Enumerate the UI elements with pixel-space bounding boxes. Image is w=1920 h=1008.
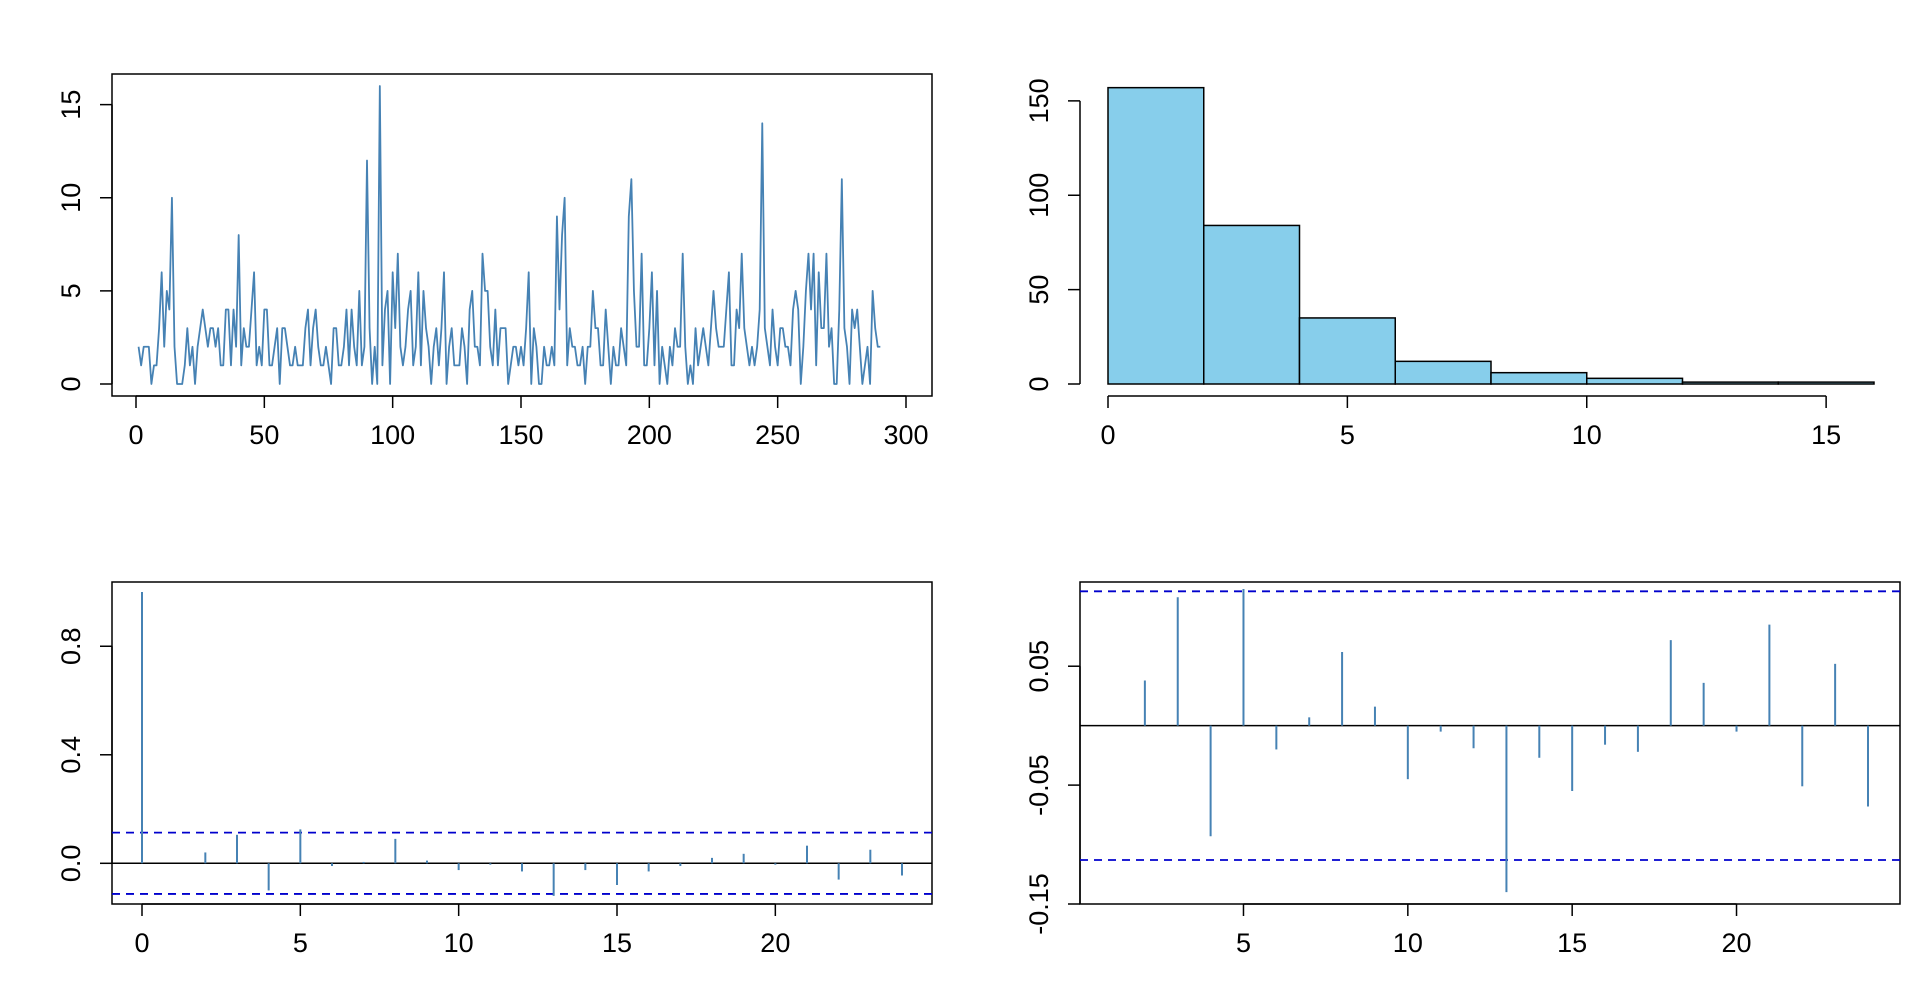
histogram-panel: 0 5 10 15 0 50 100 150 — [1024, 78, 1875, 450]
histogram-bar — [1586, 377, 1684, 385]
histogram-x-tick-label: 0 — [1100, 420, 1115, 450]
time-series-y-tick-label: 0 — [56, 376, 86, 391]
acf-marks — [112, 592, 932, 896]
histogram-bar — [1777, 381, 1875, 385]
histogram-x-tick-label: 10 — [1572, 420, 1602, 450]
acf-frame — [111, 581, 933, 905]
histogram-y-tick-label: 150 — [1024, 78, 1054, 123]
histogram-x-tick-label: 15 — [1811, 420, 1841, 450]
acf-x-tick-label: 20 — [760, 928, 790, 958]
histogram-bar — [1107, 86, 1205, 385]
histogram-y-tick-label: 50 — [1024, 275, 1054, 305]
histogram-bar — [1394, 360, 1492, 385]
acf-y-axis: 0.0 0.4 0.8 — [56, 627, 113, 883]
pacf-x-tick-label: 5 — [1236, 928, 1251, 958]
pacf-x-tick-label: 15 — [1557, 928, 1587, 958]
acf-y-tick-label: 0.8 — [56, 627, 86, 665]
time-series-y-axis: 0 5 10 15 — [56, 90, 113, 392]
histogram-y-tick-label: 0 — [1024, 376, 1054, 391]
acf-x-tick-label: 10 — [444, 928, 474, 958]
time-series-x-tick-label: 100 — [370, 420, 415, 450]
time-series-x-tick-label: 150 — [498, 420, 543, 450]
histogram-x-tick-label: 5 — [1340, 420, 1355, 450]
pacf-y-tick-label: 0.05 — [1024, 640, 1054, 693]
histogram-bar — [1203, 224, 1301, 385]
pacf-y-tick-label: -0.15 — [1024, 873, 1054, 935]
acf-y-tick-label: 0.4 — [56, 736, 86, 774]
time-series-x-tick-label: 200 — [627, 420, 672, 450]
acf-x-tick-label: 5 — [293, 928, 308, 958]
time-series-x-tick-label: 50 — [249, 420, 279, 450]
histogram-bar — [1681, 381, 1779, 385]
pacf-panel: 5 10 15 20 -0.15 -0.05 0.05 — [1024, 581, 1901, 958]
pacf-x-axis: 5 10 15 20 — [1236, 903, 1752, 958]
histogram-x-axis: 0 5 10 15 — [1100, 395, 1841, 450]
histogram-y-tick-label: 100 — [1024, 173, 1054, 218]
histogram-bar — [1298, 317, 1396, 385]
pacf-y-axis: -0.15 -0.05 0.05 — [1024, 640, 1081, 935]
pacf-x-tick-label: 10 — [1393, 928, 1423, 958]
pacf-y-tick-label: -0.05 — [1024, 754, 1054, 816]
time-series-x-axis: 0 50 100 150 200 250 300 — [128, 395, 929, 450]
time-series-y-tick-label: 10 — [56, 183, 86, 213]
acf-x-axis: 0 5 10 15 20 — [134, 903, 790, 958]
histogram-y-axis: 0 50 100 150 — [1024, 78, 1081, 392]
histogram-bar — [1490, 371, 1588, 385]
time-series-panel: 0 50 100 150 200 250 300 0 5 10 15 — [56, 73, 933, 450]
time-series-marks — [137, 85, 881, 385]
time-series-y-tick-label: 5 — [56, 283, 86, 298]
acf-panel: 0 5 10 15 20 0.0 0.4 0.8 — [56, 581, 933, 958]
acf-x-tick-label: 0 — [134, 928, 149, 958]
time-series-y-tick-label: 15 — [56, 90, 86, 120]
acf-y-tick-label: 0.0 — [56, 845, 86, 883]
pacf-marks — [1080, 588, 1900, 893]
histogram-marks — [1107, 86, 1875, 385]
time-series-x-tick-label: 0 — [128, 420, 143, 450]
time-series-x-tick-label: 300 — [883, 420, 928, 450]
time-series-x-tick-label: 250 — [755, 420, 800, 450]
pacf-frame — [1079, 581, 1901, 905]
time-series-line — [137, 85, 881, 385]
acf-x-tick-label: 15 — [602, 928, 632, 958]
pacf-x-tick-label: 20 — [1721, 928, 1751, 958]
